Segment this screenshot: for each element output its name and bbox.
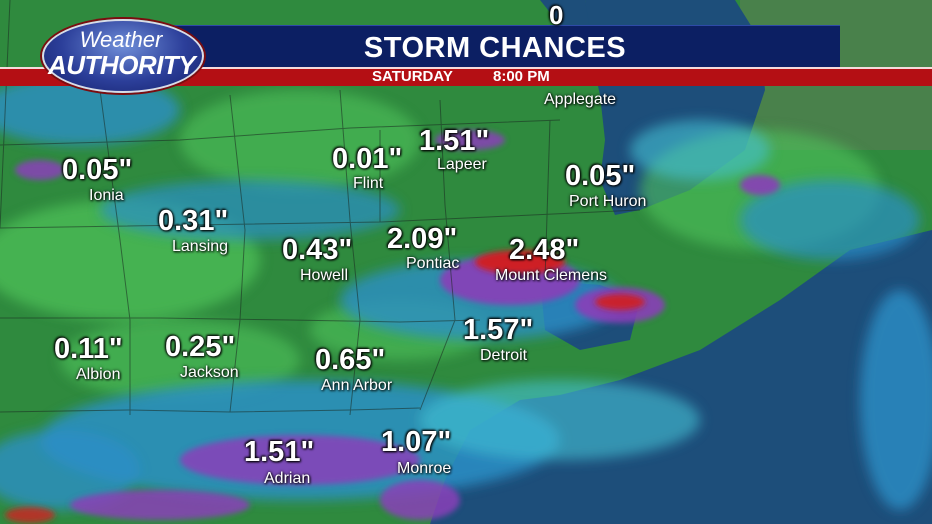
partial-value-label: 0 xyxy=(549,0,564,30)
city-adrian: Adrian xyxy=(264,470,311,487)
city-detroit: Detroit xyxy=(480,347,528,364)
value-mount-clemens: 2.48" xyxy=(509,234,580,266)
city-mount-clemens: Mount Clemens xyxy=(495,267,608,284)
value-ionia: 0.05" xyxy=(62,154,133,186)
city-applegate: Applegate xyxy=(544,91,617,108)
header-divider xyxy=(0,67,932,69)
city-flint: Flint xyxy=(353,175,384,192)
logo-text-top: Weather xyxy=(79,27,163,52)
city-howell: Howell xyxy=(300,267,349,284)
value-pontiac: 2.09" xyxy=(387,223,458,255)
city-albion: Albion xyxy=(76,366,121,383)
value-lansing: 0.31" xyxy=(158,205,229,237)
city-ann-arbor: Ann Arbor xyxy=(321,377,393,394)
forecast-day: SATURDAY xyxy=(372,68,453,85)
logo-oval xyxy=(42,19,204,93)
value-ann-arbor: 0.65" xyxy=(315,344,386,376)
value-port-huron: 0.05" xyxy=(565,160,636,192)
value-howell: 0.43" xyxy=(282,234,353,266)
header-title-band: STORM CHANCES xyxy=(150,25,840,68)
value-adrian: 1.51" xyxy=(244,436,315,468)
logo-text-bottom: AUTHORITY xyxy=(48,50,196,80)
city-ionia: Ionia xyxy=(89,187,124,204)
forecast-time: 8:00 PM xyxy=(493,68,550,85)
city-port-huron: Port Huron xyxy=(569,193,647,210)
city-lapeer: Lapeer xyxy=(437,156,487,173)
value-flint: 0.01" xyxy=(332,143,403,175)
weather-authority-logo: Weather AUTHORITY xyxy=(42,19,204,93)
city-jackson: Jackson xyxy=(180,364,239,381)
value-detroit: 1.57" xyxy=(463,314,534,346)
city-lansing: Lansing xyxy=(172,238,229,255)
city-monroe: Monroe xyxy=(397,460,452,477)
value-lapeer: 1.51" xyxy=(419,125,490,157)
value-monroe: 1.07" xyxy=(381,426,452,458)
city-pontiac: Pontiac xyxy=(406,255,460,272)
page-title: STORM CHANCES xyxy=(363,32,627,64)
value-jackson: 0.25" xyxy=(165,331,236,363)
header-subtitle-band xyxy=(0,67,932,86)
value-albion: 0.11" xyxy=(54,333,123,365)
